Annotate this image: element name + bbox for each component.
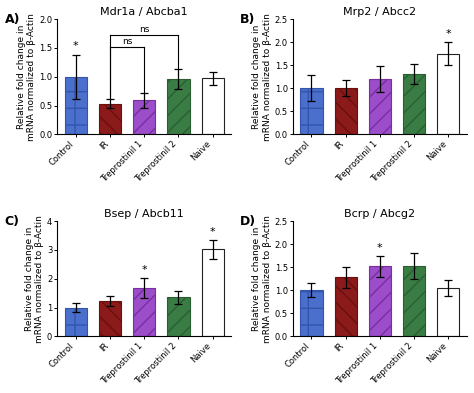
Text: ns: ns (139, 26, 149, 35)
Bar (437, 288, 459, 336)
Y-axis label: Relative fold change in
mRNA normalized to β-Actin: Relative fold change in mRNA normalized … (25, 215, 44, 343)
Text: B): B) (240, 13, 255, 26)
Bar (133, 100, 155, 134)
Bar (167, 79, 190, 134)
Bar (301, 290, 323, 336)
Bar (403, 74, 425, 134)
Bar (201, 250, 224, 336)
Text: *: * (446, 29, 451, 39)
Bar (65, 308, 87, 336)
Text: D): D) (240, 215, 256, 228)
Bar (99, 301, 121, 336)
Bar (335, 277, 357, 336)
Bar (99, 104, 121, 134)
Y-axis label: Relative fold change in
mRNA normalized to β-Actin: Relative fold change in mRNA normalized … (17, 13, 36, 141)
Bar (335, 88, 357, 134)
Bar (369, 266, 391, 336)
Title: Bsep / Abcb11: Bsep / Abcb11 (104, 209, 184, 219)
Text: *: * (73, 41, 79, 51)
Bar (65, 77, 87, 134)
Bar (437, 54, 459, 134)
Y-axis label: Relative fold change in
mRNA normalized to β-Actin: Relative fold change in mRNA normalized … (253, 13, 272, 141)
Title: Bcrp / Abcg2: Bcrp / Abcg2 (344, 209, 415, 219)
Bar (369, 79, 391, 134)
Bar (133, 288, 155, 336)
Text: *: * (377, 243, 383, 253)
Text: *: * (141, 265, 147, 275)
Text: ns: ns (122, 37, 132, 46)
Title: Mrp2 / Abcc2: Mrp2 / Abcc2 (343, 7, 417, 17)
Bar (403, 266, 425, 336)
Text: *: * (210, 227, 216, 237)
Text: A): A) (5, 13, 20, 26)
Bar (167, 297, 190, 336)
Title: Mdr1a / Abcba1: Mdr1a / Abcba1 (100, 7, 188, 17)
Bar (201, 79, 224, 134)
Bar (301, 88, 323, 134)
Y-axis label: Relative fold change in
mRNA normalized to β-Actin: Relative fold change in mRNA normalized … (253, 215, 272, 343)
Text: C): C) (5, 215, 20, 228)
